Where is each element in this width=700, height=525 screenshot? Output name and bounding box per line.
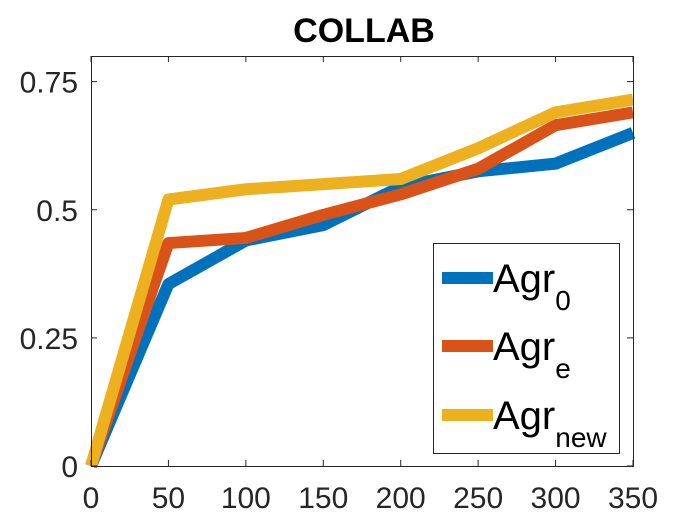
y-tick-label: 0.25 [20,323,78,356]
legend-label-e: Agre [493,325,571,384]
x-tick-label: 0 [83,482,100,515]
legend: Agr0 Agre Agrnew [433,243,620,454]
y-tick-label: 0.75 [20,67,78,100]
series-line-e [85,106,634,468]
x-tick-label: 250 [453,482,503,515]
x-tick-label: 300 [531,482,581,515]
series-line-new [85,93,634,468]
y-tick-label: 0.5 [36,195,78,228]
plot-frame [91,56,634,467]
tick-layer: 0 50 100 150 200 250 300 350 0 0.25 0.5 0.75 [20,56,658,515]
chart-title: COLLAB [293,12,435,50]
x-tick-label: 50 [152,482,185,515]
x-tick-label: 100 [221,482,271,515]
x-tick-label: 350 [608,482,658,515]
x-tick-label: 150 [298,482,348,515]
legend-label-0: Agr0 [493,257,571,316]
x-tick-label: 200 [376,482,426,515]
y-tick-label: 0 [61,451,78,484]
series-layer [85,93,636,469]
legend-label-new: Agrnew [493,394,607,453]
